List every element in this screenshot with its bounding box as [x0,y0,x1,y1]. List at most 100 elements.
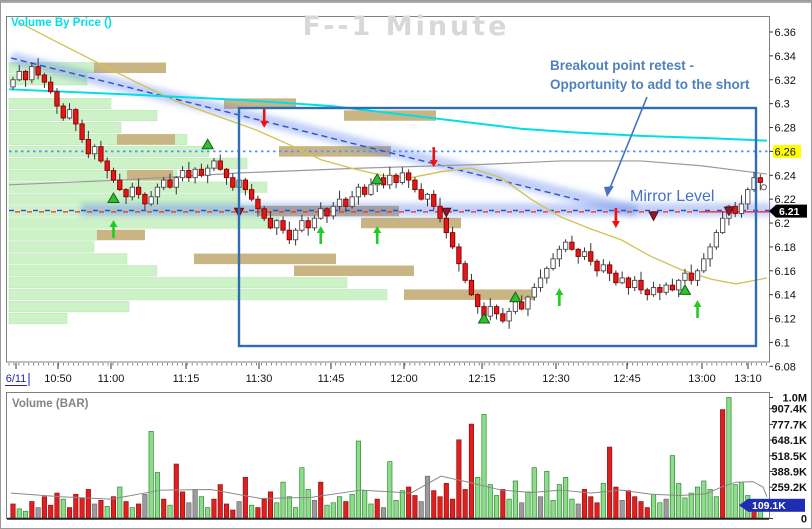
volume-bar [475,477,481,519]
volume-bar [180,491,186,519]
volume-bar [713,496,719,519]
volume-bar [393,500,399,519]
candle-body [701,258,707,272]
volume-bar [161,498,167,519]
volume-bar [431,490,437,519]
volume-bar [343,501,349,519]
vbp-green-row [8,98,112,110]
gray-ma-line [8,160,768,186]
volume-bar [707,489,713,519]
volume-bar [625,490,631,519]
volume-bar [550,500,556,519]
price-axis-label: 6.32 [775,75,796,87]
volume-bar [525,491,531,519]
yellow-ma-line [18,21,768,285]
volume-bar [355,440,361,519]
volume-bar [318,481,324,519]
candle-body [676,279,682,291]
candle-body [613,272,619,284]
trendline-drawing[interactable] [10,57,580,201]
candle-body [456,246,462,265]
candle-body [299,220,305,231]
volume-badge [748,498,805,512]
time-axis-label: 12:30 [542,373,570,385]
candle-body [48,81,54,93]
volume-bar [726,397,732,519]
volume-bar [148,431,154,519]
volume-bar [657,502,663,519]
candle-body [537,277,544,288]
volume-bar [613,486,619,519]
volume-bar [581,489,588,519]
volume-bar [104,506,110,519]
volume-axis-label: 259.2K [772,482,808,494]
volume-axis-label: 777.7K [772,419,808,431]
time-axis-label: 10:50 [44,373,72,385]
candle-body [179,170,186,179]
volume-bar [500,489,506,519]
breakout-annotation[interactable]: Breakout point retest - Opportunity to a… [550,56,749,94]
price-badge-label: 6.21 [779,206,800,218]
buy-arrow-icon [316,225,325,233]
vbp-tan-row [361,217,461,229]
candle-body [223,168,230,179]
volume-bar [267,491,274,519]
volume-bar [205,507,211,519]
buy-arrow-icon [693,300,702,308]
annotation-box[interactable] [237,106,758,348]
candle-body [368,184,374,195]
candle-body [468,279,475,296]
volume-bar [261,498,267,519]
price-axis-label: 6.14 [775,290,796,302]
volume-bar [575,503,581,519]
volume-bar [406,486,412,519]
candle-body [85,139,92,155]
volume-bar [79,497,85,519]
candle-body [173,177,179,188]
candle-body [305,220,311,229]
candle-body [167,179,173,188]
sell-arrow-icon [429,160,438,168]
candle-body [657,287,663,293]
volume-bar [349,493,355,519]
price-axis-label: 6.12 [775,314,796,326]
candle-body [713,232,720,248]
price-axis-label: 6.36 [775,27,796,39]
date-label[interactable]: 6/11 [6,373,27,385]
candle-body [462,263,468,281]
candle-body [73,109,79,125]
candle-body [669,284,676,291]
candle-body [129,186,135,198]
candle-body [267,217,274,229]
volume-bar [651,493,657,519]
volume-bar [117,486,123,519]
vbp-tan-row [194,253,336,265]
mirror-level-label[interactable]: Mirror Level [630,188,715,205]
volume-bar [305,489,311,519]
candle-body [66,109,73,119]
volume-bar [299,467,305,519]
candle-body [632,279,638,288]
price-axis[interactable]: 6.36 6.34 6.32 6.3 6.28 6.26 6.24 6.22 6.2 6.18 6.… [769,27,807,373]
cyan-ma-line [8,88,768,142]
candle-body [412,179,418,191]
candle-body [569,241,575,250]
candle-body [732,205,738,214]
candle-body [562,241,569,250]
candle-body [110,170,117,181]
vbp-green-row [8,133,188,145]
candle-body [79,123,85,140]
volume-bar [35,507,41,519]
time-axis[interactable]: 6/11 10:50 11:00 11:15 11:30 11:45 12:00 12:15 1… [5,363,767,386]
candle-body [274,220,280,229]
trendline-glow [9,52,638,217]
annotation-arrow[interactable] [607,96,648,194]
volume-bar [619,500,625,519]
volume-bar [588,496,594,519]
candle-body [255,198,261,210]
volume-bar [123,501,129,519]
candle-body [650,287,657,296]
volume-bar [738,481,745,519]
candle-body [135,186,142,195]
